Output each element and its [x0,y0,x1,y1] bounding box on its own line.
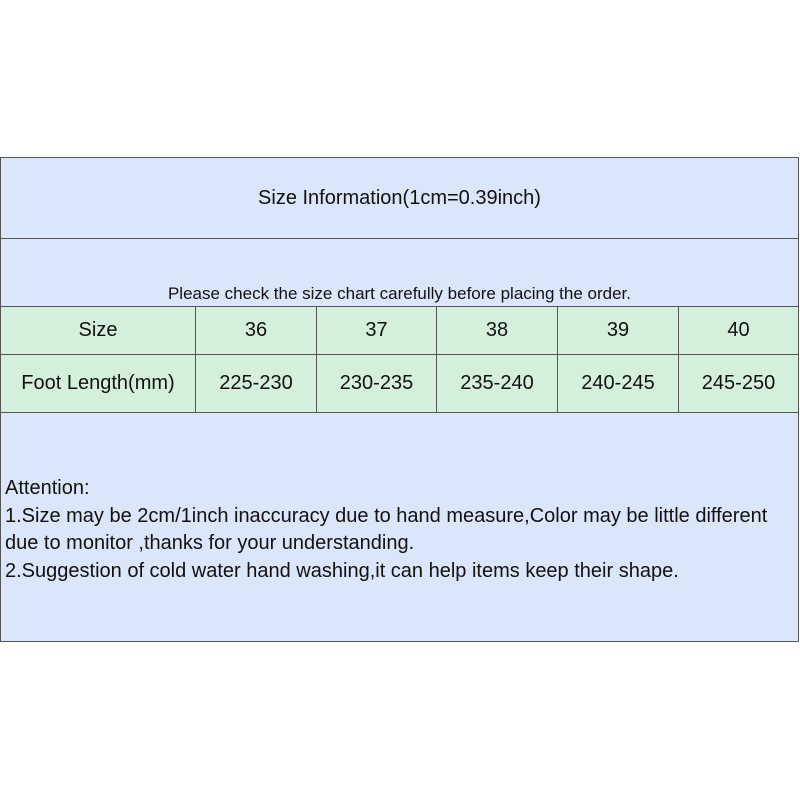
size-info-title: Size Information(1cm=0.39inch) [0,157,799,239]
size-cell: 38 [436,306,558,355]
foot-length-cell: 225-230 [195,354,317,413]
foot-length-cell: 240-245 [557,354,679,413]
title-text: Size Information(1cm=0.39inch) [258,186,541,209]
foot-length-row: Foot Length(mm) 225-230 230-235 235-240 … [0,354,799,413]
foot-length-label: Foot Length(mm) [0,354,196,413]
foot-length-cell: 235-240 [436,354,558,413]
note-text: Please check the size chart carefully be… [167,284,632,303]
foot-length-cell: 230-235 [316,354,437,413]
size-cell: 37 [316,306,437,355]
note-row: Please check the size chart carefully be… [0,238,799,307]
foot-length-cell: 245-250 [678,354,799,413]
size-cell: 39 [557,306,679,355]
size-cell: 40 [678,306,799,355]
attention-heading: Attention: [5,477,90,499]
size-label: Size [0,306,196,355]
attention-line-1: 1.Size may be 2cm/1inch inaccuracy due t… [5,504,768,555]
attention-section: Attention: 1.Size may be 2cm/1inch inacc… [0,412,799,642]
attention-line-2: 2.Suggestion of cold water hand washing,… [5,559,679,582]
size-table: Size 36 37 38 39 40 Foot Length(mm) 225-… [0,306,799,413]
size-cell: 36 [195,306,317,355]
size-row: Size 36 37 38 39 40 [0,306,799,355]
